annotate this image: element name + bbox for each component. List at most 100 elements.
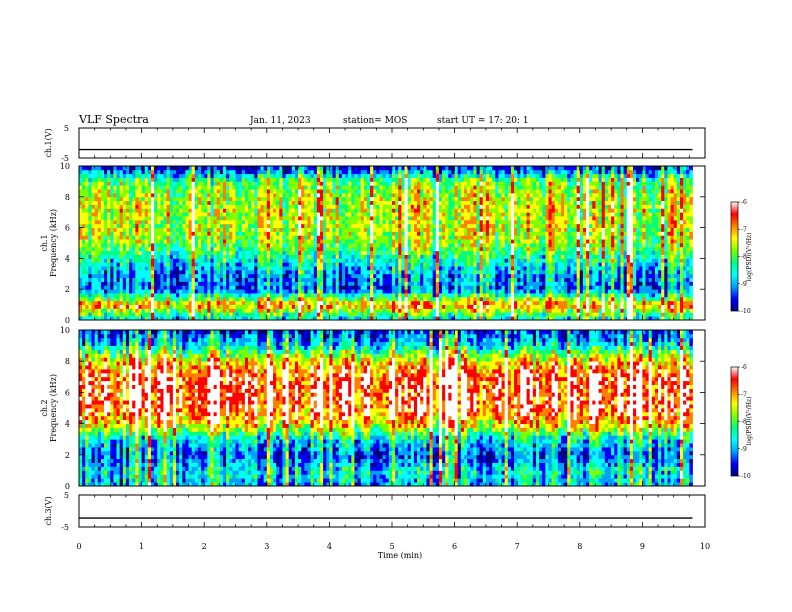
ch1-spectrogram-cell — [182, 246, 186, 252]
ch1-spectrogram-cell — [395, 254, 399, 259]
ch1-spectrogram-cell — [376, 239, 380, 244]
ch1-spectrogram-cell — [138, 296, 142, 302]
ch1-spectrogram-cell — [210, 266, 214, 271]
ch1-spectrogram-cell — [363, 285, 368, 290]
ch1-spectrogram-cell — [216, 173, 221, 178]
ch1-spectrogram-cell — [150, 189, 155, 194]
ch1-spectrogram-cell — [138, 223, 142, 228]
ch1-spectrogram-cell — [320, 285, 324, 290]
ch1-spectrogram-cell — [335, 293, 340, 298]
ch1-spectrogram-cell — [169, 304, 174, 309]
ch1-spectrogram-cell — [226, 300, 230, 305]
ch1-spectrogram-cell — [273, 254, 277, 259]
ch1-spectrogram-cell — [260, 200, 265, 205]
ch1-spectrogram-cell — [107, 204, 111, 209]
ch1-spectrogram-cell — [82, 312, 86, 317]
ch1-spectrogram-cell — [404, 173, 409, 178]
ch1-spectrogram-cell — [316, 266, 321, 271]
ch1-spectrogram-cell — [125, 231, 130, 236]
ch1-spectrogram-cell — [107, 196, 111, 202]
ch1-spectrogram-cell — [169, 246, 174, 252]
ch1-spectrogram-cell — [426, 273, 430, 279]
ch1-spectrogram-cell — [435, 185, 440, 190]
ch1-spectrogram-cell — [213, 231, 218, 236]
ch1-spectrogram-cell — [366, 285, 371, 290]
ch1-spectrogram-cell — [354, 212, 358, 217]
ch1-spectrogram-cell — [147, 204, 152, 209]
ch1-spectrogram-cell — [442, 219, 446, 225]
ch1-spectrogram-cell — [410, 316, 415, 321]
ch1-spectrogram-cell — [266, 173, 271, 178]
ch1-spectrogram-cell — [291, 246, 296, 252]
ch1-spectrogram-cell — [432, 273, 437, 279]
ch1-spectrogram-cell — [138, 289, 142, 294]
ch1-spectrogram-cell — [147, 262, 152, 267]
ch1-spectrogram-cell — [385, 293, 390, 298]
ch1-spectrogram-cell — [157, 304, 161, 309]
ch1-spectrogram-cell — [129, 216, 133, 221]
ch1-spectrogram-cell — [94, 285, 99, 290]
ch1-spectrogram-cell — [423, 235, 427, 240]
ch1-spectrogram-cell — [382, 254, 387, 259]
ch1-spectrogram-cell — [154, 293, 158, 298]
ch1-spectrogram-cell — [320, 254, 324, 259]
ch1-spectrogram-cell — [129, 308, 133, 313]
ch1-spectrogram-cell — [363, 219, 368, 225]
ch1-spectrogram-cell — [113, 200, 117, 205]
ch1-spectrogram-cell — [360, 273, 365, 279]
ch1-spectrogram-cell — [410, 266, 415, 271]
ch1-spectrogram-cell — [229, 231, 233, 236]
ch1-spectrogram-cell — [201, 239, 205, 244]
ch1-spectrogram-cell — [235, 212, 240, 217]
ch1-spectrogram-cell — [401, 300, 405, 305]
ch1-spectrogram-cell — [88, 243, 92, 248]
ch1-spectrogram-cell — [113, 208, 117, 213]
ch1-spectrogram-cell — [404, 269, 409, 275]
ch1-spectrogram-cell — [316, 235, 321, 240]
ch1-spectrogram-cell — [420, 293, 424, 298]
ch1-spectrogram-cell — [144, 169, 149, 175]
ch1-spectrogram-cell — [263, 173, 268, 178]
ch1-spectrogram-cell — [432, 235, 437, 240]
ch1-spectrogram-cell — [172, 243, 177, 248]
ch1-spectrogram-cell — [420, 239, 424, 244]
ch1-spectrogram-cell — [194, 177, 199, 182]
ch1-spectrogram-cell — [210, 316, 214, 321]
ch1-spectrogram-cell — [91, 243, 96, 248]
ch1-spectrogram-cell — [363, 173, 368, 178]
ch1-spectrogram-cell — [257, 192, 261, 198]
ch1-spectrogram-cell — [426, 192, 430, 198]
ch1-spectrogram-cell — [354, 281, 358, 286]
ch1-spectrogram-cell — [417, 254, 421, 259]
ch1-spectrogram-cell — [285, 235, 290, 240]
ch1-spectrogram-cell — [366, 204, 371, 209]
ch1-spectrogram-cell — [404, 296, 409, 302]
ch1-spectrogram-cell — [320, 266, 324, 271]
ch1-spectrogram-cell — [426, 231, 430, 236]
ch1-spectrogram-cell — [294, 243, 299, 248]
ch1-spectrogram-cell — [104, 296, 108, 302]
ch1-spectrogram-cell — [119, 235, 124, 240]
ch1-spectrogram-cell — [169, 227, 174, 232]
ch1-spectrogram-cell — [122, 173, 127, 178]
ch1-spectrogram-cell — [132, 239, 136, 244]
ch1-spectrogram-cell — [429, 200, 434, 205]
ch1-spectrogram-cell — [395, 204, 399, 209]
ch1-spectrogram-cell — [460, 262, 465, 267]
ch1-spectrogram-cell — [363, 166, 368, 171]
ch1-spectrogram-cell — [141, 285, 146, 290]
ch1-spectrogram-cell — [125, 177, 130, 182]
ch1-spectrogram-cell — [257, 258, 261, 263]
ch1-spectrogram-cell — [238, 239, 243, 244]
ch1-spectrogram-cell — [201, 231, 205, 236]
ch1-spectrogram-cell — [398, 219, 402, 225]
ch1-spectrogram-cell — [85, 289, 89, 294]
ch1-spectrogram-cell — [138, 273, 142, 279]
ch1-spectrogram-cell — [144, 254, 149, 259]
ch1-spectrogram-cell — [150, 266, 155, 271]
ch1-spectrogram-cell — [235, 285, 240, 290]
ch1-spectrogram-cell — [172, 185, 177, 190]
ch1-spectrogram-cell — [79, 285, 83, 290]
ch1-spectrogram-cell — [332, 316, 337, 321]
ch1-spectrogram-cell — [323, 227, 327, 232]
